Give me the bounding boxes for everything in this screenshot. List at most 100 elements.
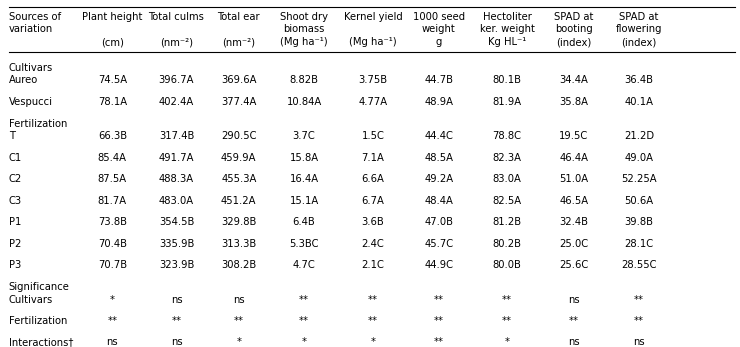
Text: 491.7A: 491.7A bbox=[158, 153, 194, 163]
Text: 329.8B: 329.8B bbox=[221, 217, 257, 227]
Text: 354.5B: 354.5B bbox=[159, 217, 194, 227]
Text: T: T bbox=[9, 132, 15, 141]
Text: 19.5C: 19.5C bbox=[559, 132, 588, 141]
Text: 369.6A: 369.6A bbox=[221, 75, 257, 85]
Text: 2.1C: 2.1C bbox=[362, 260, 384, 270]
Text: ns: ns bbox=[171, 337, 182, 347]
Text: P2: P2 bbox=[9, 238, 21, 248]
Text: 45.7C: 45.7C bbox=[424, 238, 454, 248]
Text: ns: ns bbox=[568, 295, 579, 305]
Text: g: g bbox=[436, 37, 442, 47]
Text: 49.0A: 49.0A bbox=[625, 153, 653, 163]
Text: 70.4B: 70.4B bbox=[98, 238, 127, 248]
Text: *: * bbox=[505, 337, 510, 347]
Text: 3.7C: 3.7C bbox=[292, 132, 315, 141]
Text: **: ** bbox=[234, 316, 243, 326]
Text: (nm⁻²): (nm⁻²) bbox=[222, 37, 255, 47]
Text: 455.3A: 455.3A bbox=[221, 174, 257, 184]
Text: 377.4A: 377.4A bbox=[221, 97, 257, 107]
Text: SPAD at
flowering: SPAD at flowering bbox=[616, 12, 662, 34]
Text: Shoot dry
biomass: Shoot dry biomass bbox=[280, 12, 328, 34]
Text: (cm): (cm) bbox=[101, 37, 124, 47]
Text: 290.5C: 290.5C bbox=[221, 132, 257, 141]
Text: Total culms: Total culms bbox=[149, 12, 204, 23]
Text: 81.9A: 81.9A bbox=[493, 97, 522, 107]
Text: ns: ns bbox=[568, 337, 579, 347]
Text: 317.4B: 317.4B bbox=[159, 132, 194, 141]
Text: **: ** bbox=[434, 337, 444, 347]
Text: C2: C2 bbox=[9, 174, 22, 184]
Text: 44.7B: 44.7B bbox=[425, 75, 454, 85]
Text: 459.9A: 459.9A bbox=[221, 153, 257, 163]
Text: (Mg ha⁻¹): (Mg ha⁻¹) bbox=[280, 37, 328, 47]
Text: 47.0B: 47.0B bbox=[425, 217, 454, 227]
Text: ns: ns bbox=[633, 337, 645, 347]
Text: Vespucci: Vespucci bbox=[9, 97, 53, 107]
Text: 402.4A: 402.4A bbox=[159, 97, 194, 107]
Text: 7.1A: 7.1A bbox=[362, 153, 384, 163]
Text: **: ** bbox=[634, 316, 644, 326]
Text: 488.3A: 488.3A bbox=[159, 174, 194, 184]
Text: 50.6A: 50.6A bbox=[625, 196, 653, 206]
Text: ns: ns bbox=[107, 337, 118, 347]
Text: 10.84A: 10.84A bbox=[286, 97, 322, 107]
Text: 80.2B: 80.2B bbox=[493, 238, 522, 248]
Text: C1: C1 bbox=[9, 153, 22, 163]
Text: 44.9C: 44.9C bbox=[425, 260, 454, 270]
Text: 49.2A: 49.2A bbox=[424, 174, 454, 184]
Text: 70.7B: 70.7B bbox=[98, 260, 127, 270]
Text: Interactions†: Interactions† bbox=[9, 337, 73, 347]
Text: **: ** bbox=[434, 316, 444, 326]
Text: P3: P3 bbox=[9, 260, 21, 270]
Text: 83.0A: 83.0A bbox=[493, 174, 522, 184]
Text: 6.4B: 6.4B bbox=[292, 217, 315, 227]
Text: 36.4B: 36.4B bbox=[625, 75, 653, 85]
Text: **: ** bbox=[434, 295, 444, 305]
Text: (index): (index) bbox=[556, 37, 591, 47]
Text: 6.7A: 6.7A bbox=[362, 196, 384, 206]
Text: 48.9A: 48.9A bbox=[425, 97, 454, 107]
Text: **: ** bbox=[569, 316, 579, 326]
Text: 35.8A: 35.8A bbox=[559, 97, 588, 107]
Text: 21.2D: 21.2D bbox=[624, 132, 654, 141]
Text: ns: ns bbox=[171, 295, 182, 305]
Text: **: ** bbox=[368, 295, 378, 305]
Text: Kernel yield: Kernel yield bbox=[343, 12, 403, 23]
Text: **: ** bbox=[502, 316, 512, 326]
Text: Sources of
variation: Sources of variation bbox=[9, 12, 61, 34]
Text: 335.9B: 335.9B bbox=[159, 238, 194, 248]
Text: *: * bbox=[236, 337, 241, 347]
Text: 313.3B: 313.3B bbox=[221, 238, 256, 248]
Text: 16.4A: 16.4A bbox=[289, 174, 319, 184]
Text: Aureo: Aureo bbox=[9, 75, 38, 85]
Text: 6.6A: 6.6A bbox=[362, 174, 384, 184]
Text: 4.77A: 4.77A bbox=[358, 97, 388, 107]
Text: Plant height: Plant height bbox=[82, 12, 143, 23]
Text: 46.5A: 46.5A bbox=[559, 196, 588, 206]
Text: 80.1B: 80.1B bbox=[493, 75, 522, 85]
Text: 46.4A: 46.4A bbox=[559, 153, 588, 163]
Text: 81.2B: 81.2B bbox=[493, 217, 522, 227]
Text: 81.7A: 81.7A bbox=[98, 196, 127, 206]
Text: 15.8A: 15.8A bbox=[289, 153, 319, 163]
Text: 74.5A: 74.5A bbox=[98, 75, 127, 85]
Text: 28.55C: 28.55C bbox=[622, 260, 657, 270]
Text: Cultivars: Cultivars bbox=[9, 63, 53, 73]
Text: 82.5A: 82.5A bbox=[493, 196, 522, 206]
Text: 78.1A: 78.1A bbox=[98, 97, 127, 107]
Text: 483.0A: 483.0A bbox=[159, 196, 194, 206]
Text: 85.4A: 85.4A bbox=[98, 153, 127, 163]
Text: 2.4C: 2.4C bbox=[362, 238, 384, 248]
Text: Fertilization: Fertilization bbox=[9, 316, 67, 326]
Text: 52.25A: 52.25A bbox=[622, 174, 657, 184]
Text: 5.3BC: 5.3BC bbox=[289, 238, 319, 248]
Text: ns: ns bbox=[233, 295, 245, 305]
Text: 40.1A: 40.1A bbox=[625, 97, 653, 107]
Text: 396.7A: 396.7A bbox=[158, 75, 194, 85]
Text: Significance: Significance bbox=[9, 282, 70, 292]
Text: Cultivars: Cultivars bbox=[9, 295, 53, 305]
Text: 78.8C: 78.8C bbox=[493, 132, 522, 141]
Text: Fertilization: Fertilization bbox=[9, 119, 67, 129]
Text: *: * bbox=[110, 295, 115, 305]
Text: 8.82B: 8.82B bbox=[289, 75, 318, 85]
